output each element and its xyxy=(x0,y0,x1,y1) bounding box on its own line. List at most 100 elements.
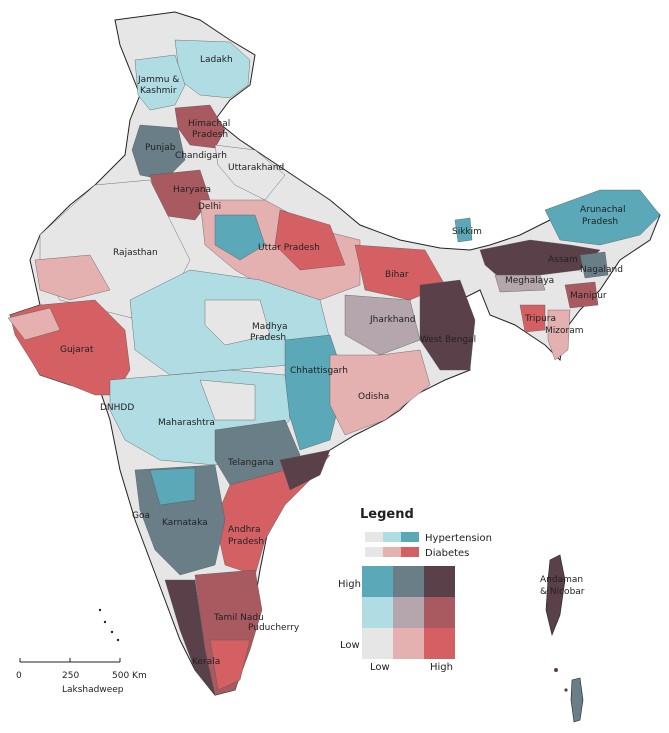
label-chhattisgarh: Chhattisgarh xyxy=(290,366,348,376)
region-nagaland xyxy=(579,251,609,279)
ht-ramp-high xyxy=(401,532,419,542)
label-andaman: Andaman xyxy=(540,575,583,585)
db-ramp-high xyxy=(401,547,419,557)
label-puducherry: Puducherry xyxy=(248,623,300,633)
legend-x-low: Low xyxy=(370,662,390,673)
legend-y-high: High xyxy=(338,579,361,590)
region-gujarat-kutch xyxy=(7,307,61,341)
label-bihar: Bihar xyxy=(385,270,409,280)
label-uttar-pradesh: Uttar Pradesh xyxy=(258,243,320,253)
label-lakshadweep: Lakshadweep xyxy=(62,685,124,695)
label-jammu: Jammu & xyxy=(137,75,179,85)
label-gujarat: Gujarat xyxy=(60,345,94,355)
label-nagaland: Nagaland xyxy=(580,265,623,275)
label-madhya-pradesh: Pradesh xyxy=(250,333,286,343)
label-telangana: Telangana xyxy=(227,458,274,468)
island-dot xyxy=(554,668,558,672)
region-jammu-kashmir xyxy=(134,54,186,111)
label-assam: Assam xyxy=(548,255,578,265)
legend-diabetes-ramp: Diabetes xyxy=(365,547,469,559)
legend-hypertension-label: Hypertension xyxy=(425,533,492,544)
lakshadweep-island xyxy=(110,630,114,634)
legend-x-high: High xyxy=(430,662,453,673)
lakshadweep-island xyxy=(116,638,120,642)
region-karnataka-north xyxy=(149,467,196,506)
legend: Legend Hypertension Diabetes High Low Lo… xyxy=(338,507,492,673)
label-jharkhand: Jharkhand xyxy=(369,315,415,325)
legend-cell-r1-c2 xyxy=(424,597,455,628)
label-maharashtra: Maharashtra xyxy=(158,418,215,428)
region-assam xyxy=(479,239,601,279)
lakshadweep-island xyxy=(98,608,102,612)
label-rajasthan: Rajasthan xyxy=(113,248,158,258)
region-andhra-coast xyxy=(279,449,331,491)
scale-tick-500: 500 Km xyxy=(112,671,147,681)
scale-tick-250: 250 xyxy=(62,671,79,681)
region-nicobar xyxy=(570,677,584,723)
region-mizoram xyxy=(547,309,571,361)
legend-title: Legend xyxy=(360,507,414,522)
region-odisha xyxy=(329,349,431,436)
label-andhra-pradesh: Pradesh xyxy=(228,537,264,547)
label-madhya: Madhya xyxy=(252,322,288,332)
label-haryana: Haryana xyxy=(173,185,211,195)
label-mizoram: Mizoram xyxy=(545,326,583,336)
label-tamil-nadu: Tamil Nadu xyxy=(213,613,264,623)
label-karnataka: Karnataka xyxy=(162,518,208,528)
region-up-east xyxy=(274,209,346,271)
label-odisha: Odisha xyxy=(358,392,389,402)
label-himachal-pradesh: Pradesh xyxy=(192,130,228,140)
legend-cell-r1-c0 xyxy=(362,597,393,628)
region-up-west xyxy=(214,214,266,261)
legend-cell-r1-c1 xyxy=(393,597,424,628)
scale-tick-0: 0 xyxy=(16,671,22,681)
region-maharashtra-east xyxy=(199,379,256,421)
scale-bar: 0 250 500 Km xyxy=(16,658,147,681)
label-meghalaya: Meghalaya xyxy=(505,276,554,286)
legend-cell-r0-c1 xyxy=(393,566,424,597)
region-meghalaya xyxy=(494,274,546,293)
label-andhra: Andhra xyxy=(228,525,261,535)
legend-diabetes-label: Diabetes xyxy=(425,548,469,559)
label-kerala: Kerala xyxy=(192,657,220,667)
label-ladakh: Ladakh xyxy=(200,55,233,65)
region-tripura xyxy=(519,304,546,333)
label-delhi: Delhi xyxy=(198,202,221,212)
legend-cell-r2-c2 xyxy=(424,628,455,659)
island-dot xyxy=(564,688,568,692)
label-goa: Goa xyxy=(132,511,150,521)
region-tamil-nadu-south xyxy=(209,639,251,691)
region-sikkim xyxy=(454,217,473,243)
region-west-bengal xyxy=(419,279,476,371)
db-ramp-low xyxy=(365,547,383,557)
label-kashmir: Kashmir xyxy=(140,86,177,96)
label-sikkim: Sikkim xyxy=(452,227,482,237)
label-himachal: Himachal xyxy=(188,119,230,129)
label-manipur: Manipur xyxy=(570,291,607,301)
legend-bivariate-grid xyxy=(362,566,455,659)
label-west-bengal: West Bengal xyxy=(420,335,476,345)
legend-cell-r2-c0 xyxy=(362,628,393,659)
label-nicobar: & Nicobar xyxy=(540,587,585,597)
lakshadweep-island xyxy=(103,620,107,624)
region-andaman-north xyxy=(545,554,566,636)
region-manipur xyxy=(564,281,599,309)
region-rajasthan-south xyxy=(34,254,111,301)
label-uttarakhand: Uttarakhand xyxy=(228,163,284,173)
ht-ramp-low xyxy=(365,532,383,542)
db-ramp-mid xyxy=(383,547,401,557)
region-jharkhand xyxy=(344,294,421,356)
legend-y-low: Low xyxy=(340,640,360,651)
legend-cell-r0-c2 xyxy=(424,566,455,597)
label-punjab: Punjab xyxy=(145,143,176,153)
label-arunachal-pradesh: Pradesh xyxy=(582,217,618,227)
label-tripura: Tripura xyxy=(524,314,556,324)
label-arunachal: Arunachal xyxy=(580,205,625,215)
legend-cell-r0-c0 xyxy=(362,566,393,597)
region-mp-central xyxy=(204,299,271,346)
label-chandigarh: Chandigarh xyxy=(175,151,227,161)
region-arunachal xyxy=(544,189,661,246)
state-labels: Ladakh Jammu & Kashmir Himachal Pradesh … xyxy=(60,55,625,695)
legend-cell-r2-c1 xyxy=(393,628,424,659)
ht-ramp-mid xyxy=(383,532,401,542)
